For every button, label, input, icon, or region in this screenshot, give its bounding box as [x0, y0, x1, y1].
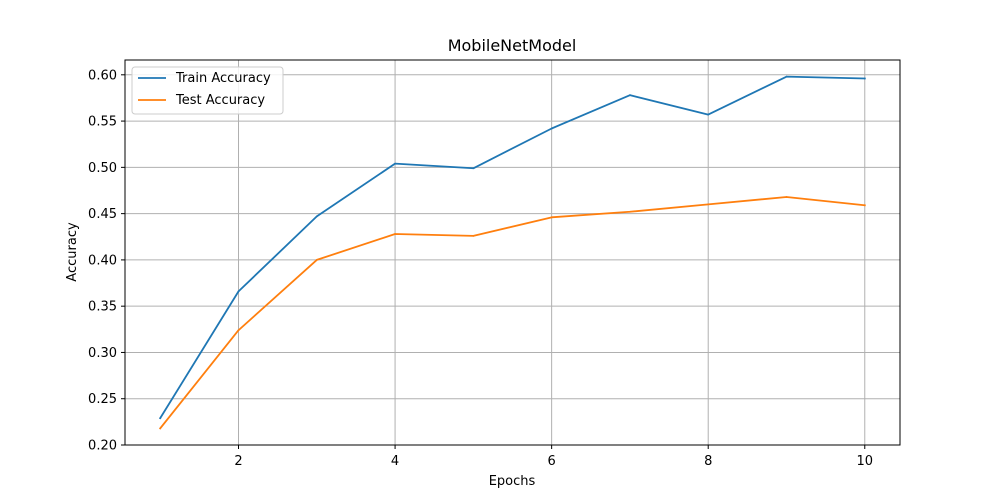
- data-point-test-accuracy: [785, 196, 788, 198]
- x-tick-label: 10: [856, 454, 873, 469]
- data-point-train-accuracy: [863, 77, 866, 80]
- series-line-test-accuracy: [158, 196, 866, 430]
- y-tick-label: 0.25: [88, 392, 117, 407]
- y-axis: 0.20 0.25 0.30 0.35 0.40 0.45 0.50 0.55 0.60: [88, 68, 125, 454]
- data-point-test-accuracy: [394, 233, 396, 235]
- legend-label-test-accuracy: Test Accuracy: [175, 93, 265, 108]
- y-tick-label: 0.30: [88, 346, 117, 361]
- data-point-train-accuracy: [707, 113, 710, 116]
- data-point-test-accuracy: [863, 204, 866, 207]
- y-tick-label: 0.55: [88, 115, 117, 130]
- x-tick-label: 4: [391, 454, 399, 469]
- y-tick-label: 0.50: [88, 161, 117, 176]
- x-tick-label: 8: [704, 454, 712, 469]
- data-point-test-accuracy: [629, 210, 631, 213]
- x-axis: 2 4 6 8 10: [234, 445, 873, 469]
- y-tick-label: 0.20: [88, 439, 117, 454]
- data-point-test-accuracy: [159, 427, 162, 430]
- series-layer: [158, 75, 866, 430]
- data-point-test-accuracy: [472, 234, 475, 237]
- legend-label-train-accuracy: Train Accuracy: [175, 71, 271, 86]
- y-tick-label: 0.60: [88, 68, 117, 83]
- data-point-train-accuracy: [237, 290, 240, 293]
- data-point-train-accuracy: [550, 127, 553, 130]
- legend: Train Accuracy Test Accuracy: [131, 66, 284, 115]
- series-line-train-accuracy: [158, 75, 866, 420]
- y-tick-label: 0.35: [88, 300, 117, 315]
- data-point-train-accuracy: [394, 162, 396, 165]
- data-point-train-accuracy: [159, 417, 162, 420]
- x-tick-label: 6: [548, 454, 556, 469]
- data-point-test-accuracy: [315, 259, 318, 261]
- x-axis-label: Epochs: [489, 474, 536, 489]
- x-tick-label: 2: [234, 454, 242, 469]
- data-point-train-accuracy: [785, 75, 788, 78]
- data-point-test-accuracy: [237, 329, 240, 332]
- y-axis-label: Accuracy: [65, 222, 80, 282]
- legend-box: [131, 66, 284, 115]
- plot-frame: [124, 59, 901, 446]
- y-tick-label: 0.45: [88, 207, 117, 222]
- data-point-test-accuracy: [707, 203, 710, 206]
- data-point-train-accuracy: [472, 167, 475, 170]
- grid: [125, 60, 900, 446]
- chart-title: MobileNetModel: [448, 36, 577, 55]
- data-point-test-accuracy: [550, 216, 553, 219]
- data-point-train-accuracy: [629, 94, 631, 97]
- y-tick-label: 0.40: [88, 253, 117, 268]
- data-point-train-accuracy: [315, 215, 318, 218]
